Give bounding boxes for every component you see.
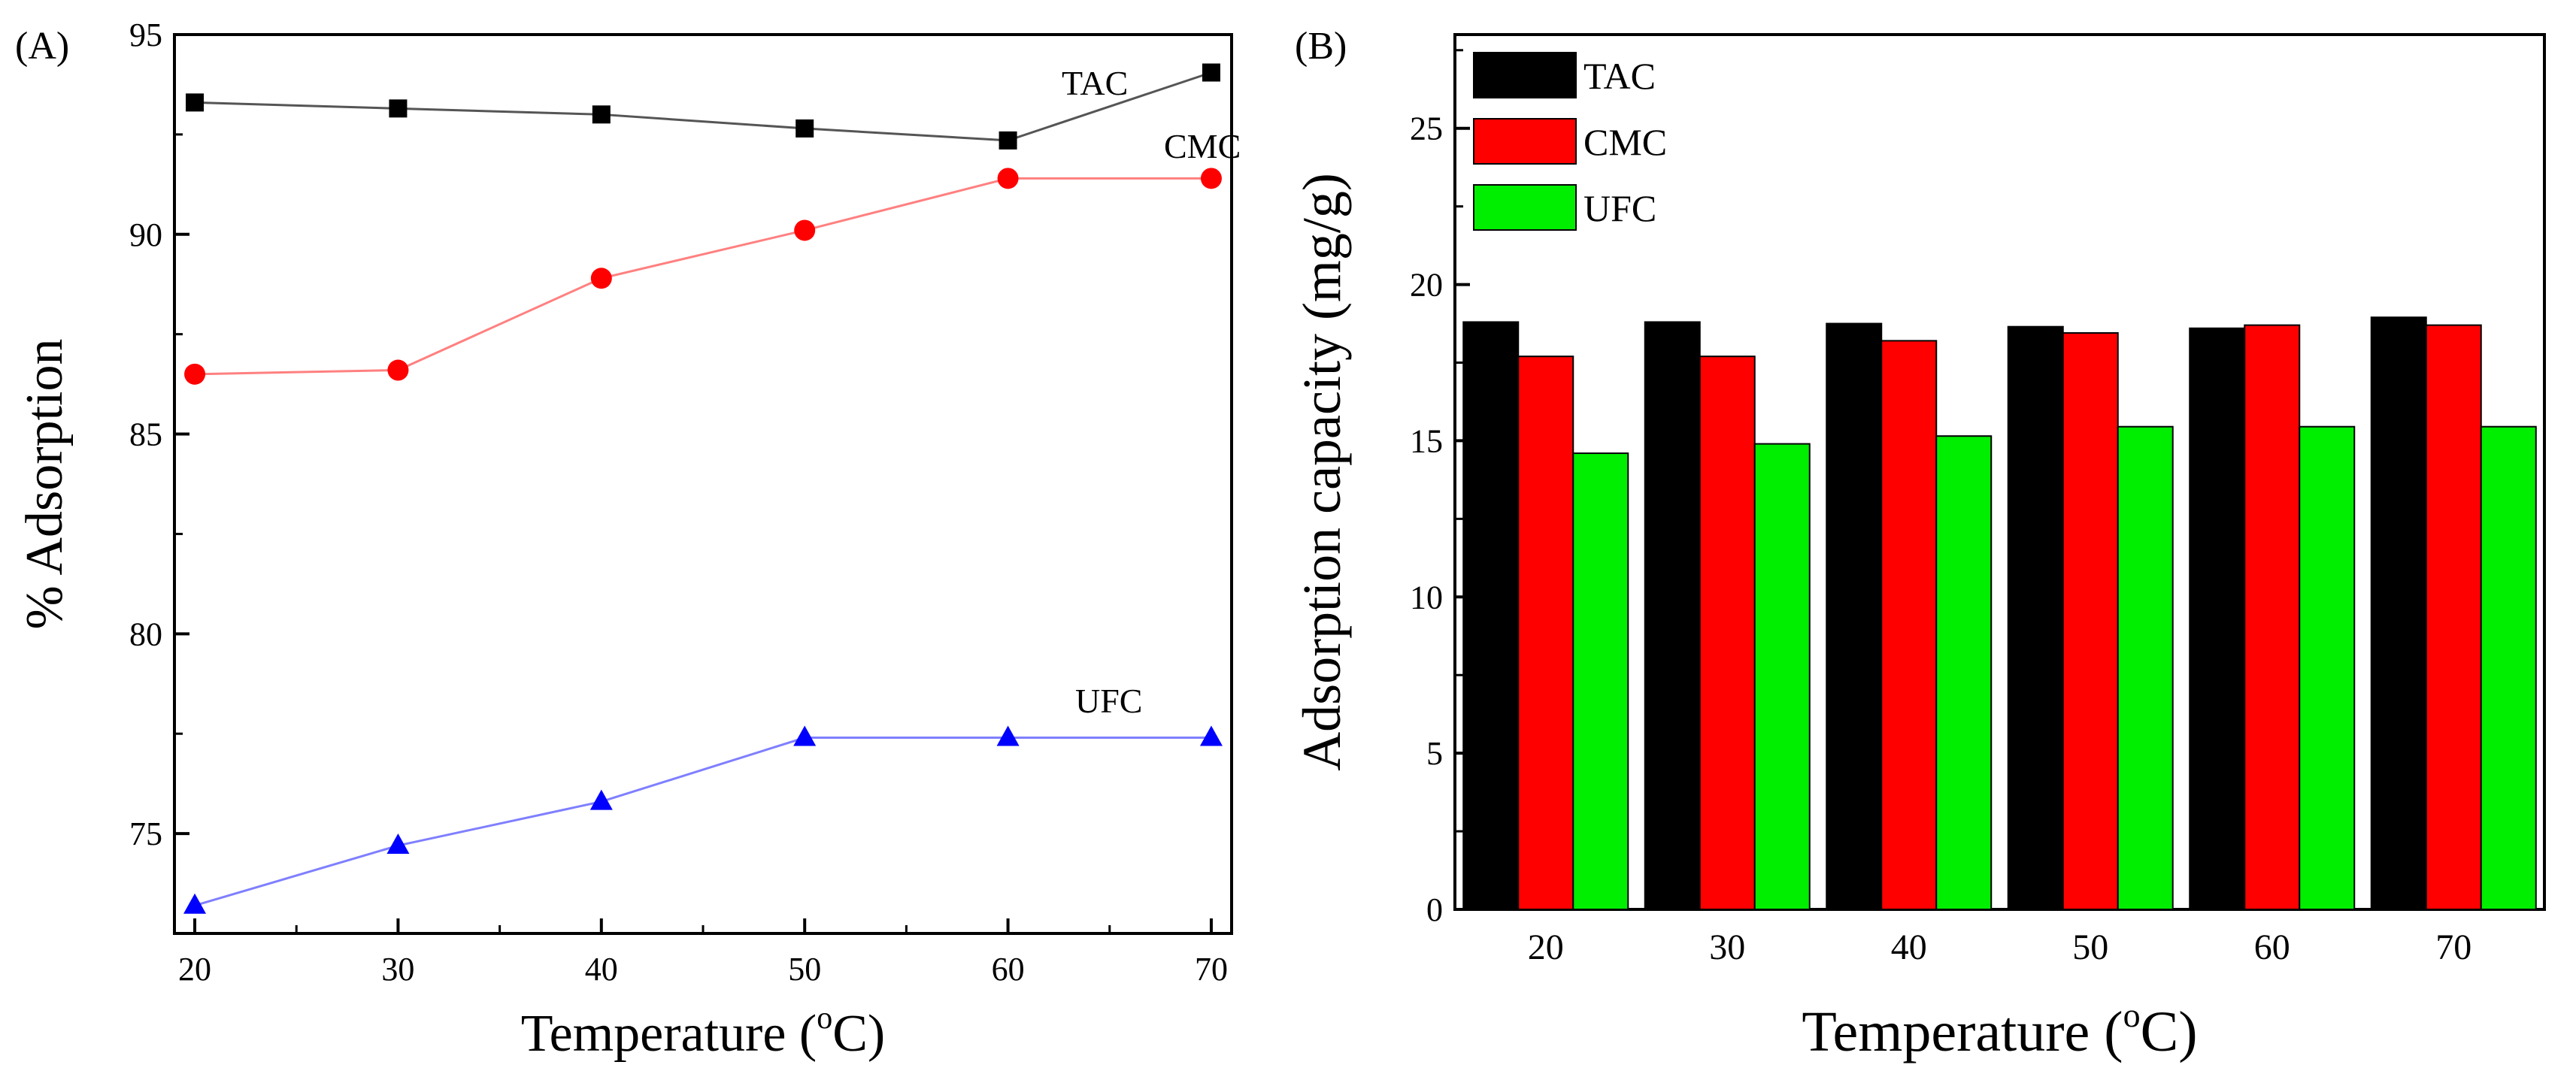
panel-b-bar-tac	[1644, 321, 1701, 910]
panel-a-point-ufc	[386, 833, 410, 855]
panel-b-x-tick-label: 60	[2254, 927, 2290, 967]
panel-a-series-label-tac: TAC	[1062, 64, 1128, 102]
panel-a-point-ufc	[996, 725, 1020, 746]
panel-b-bar-cmc	[1699, 355, 1756, 910]
panel-a-series-line-cmc	[195, 177, 1211, 376]
panel-a-point-tac	[186, 93, 205, 112]
panel-b-y-tick-label: 5	[1426, 735, 1443, 772]
panel-a-point-cmc	[184, 363, 206, 385]
panel-a-point-cmc	[997, 168, 1019, 189]
panel-a-point-tac	[592, 105, 611, 124]
panel-a-point-ufc	[1199, 725, 1223, 746]
panel-b-y-tick-label: 20	[1410, 267, 1443, 304]
panel-b-bar-cmc	[2062, 332, 2119, 910]
panel-a-y-axis-label: % Adsorption	[16, 339, 74, 630]
panel-a-line-chart: (A) 20 30 40 50 60 70 75 80 85 90 95 TAC CMC UFC Tem…	[15, 17, 1241, 1063]
panel-b-bars	[1462, 316, 2537, 911]
panel-b-x-tick-label: 30	[1709, 927, 1745, 967]
panel-a-point-ufc	[183, 893, 207, 914]
panel-b-bar-tac	[2370, 316, 2427, 910]
panel-a-point-cmc	[590, 268, 612, 289]
panel-a-series-line-tac	[194, 71, 1212, 142]
panel-b-legend: TAC CMC UFC	[1473, 52, 1667, 231]
panel-b-x-tick-label: 50	[2072, 927, 2108, 967]
panel-a-y-tick-label: 85	[129, 416, 162, 453]
panel-b-axes: 0 5 10 15 20 25 20 30 40 50 60 70	[1410, 49, 2471, 967]
panel-b-bar-chart: (B) 0 5 10 15 20 25 20 30 40 50 60 70 TAC CMC UFC Tem…	[1292, 25, 2546, 1063]
panel-a-point-tac	[1202, 63, 1220, 82]
panel-a-series-labels: TAC CMC UFC	[1062, 64, 1241, 720]
panel-a-label: (A)	[15, 25, 69, 68]
panel-b-y-tick-label: 15	[1410, 422, 1443, 459]
panel-b-y-tick-label: 25	[1410, 110, 1443, 147]
panel-a-point-tac	[796, 119, 814, 138]
panel-b-y-tick-label: 10	[1410, 579, 1443, 616]
panel-b-bar-cmc	[1880, 340, 1938, 910]
panel-a-series	[183, 63, 1223, 914]
panel-a-y-tick-label: 95	[129, 17, 162, 53]
panel-b-bar-ufc	[2299, 425, 2356, 910]
panel-b-legend-label-cmc: CMC	[1583, 121, 1667, 163]
panel-a-point-tac	[389, 99, 408, 118]
panel-b-legend-swatch-tac	[1473, 52, 1577, 98]
panel-b-bar-ufc	[1572, 452, 1629, 910]
panel-a-plot-frame	[173, 33, 1233, 935]
panel-b-legend-label-tac: TAC	[1583, 55, 1656, 97]
panel-b-legend-swatch-ufc	[1473, 184, 1577, 231]
panel-b-bar-ufc	[1753, 443, 1811, 910]
panel-a-point-cmc	[1200, 168, 1222, 189]
panel-b-y-axis-label: Adsorption capacity (mg/g)	[1292, 173, 1352, 771]
panel-a-y-tick-label: 80	[129, 616, 162, 652]
panel-b-legend-label-ufc: UFC	[1583, 187, 1656, 229]
panel-a-x-tick-label: 50	[788, 951, 821, 988]
panel-a-x-axis-label: Temperature (oC)	[521, 1001, 885, 1063]
panel-a-point-ufc	[589, 789, 613, 810]
panel-b-bar-tac	[2007, 325, 2064, 910]
panel-b-bar-ufc	[2117, 425, 2174, 910]
panel-b-bar-tac	[1462, 321, 1520, 910]
panel-b-bar-cmc	[2425, 324, 2482, 911]
panel-b-plot-frame	[1453, 33, 2546, 911]
panel-b-bar-cmc	[1517, 355, 1574, 910]
panel-b-bar-cmc	[2244, 324, 2301, 911]
panel-a-x-tick-label: 60	[992, 951, 1025, 988]
panel-b-legend-swatch-cmc	[1473, 118, 1577, 165]
panel-b-bar-ufc	[1935, 435, 1993, 910]
panel-a-point-cmc	[794, 219, 816, 241]
panel-b-label: (B)	[1295, 25, 1347, 68]
panel-b-bar-ufc	[2480, 425, 2537, 910]
panel-b-y-tick-label: 0	[1426, 891, 1443, 928]
panel-a-series-line-ufc	[194, 737, 1211, 907]
panel-a-point-cmc	[387, 359, 409, 381]
panel-a-x-tick-label: 70	[1195, 951, 1228, 988]
panel-b-bar-tac	[2189, 327, 2246, 910]
panel-b-bar-tac	[1826, 322, 1883, 910]
panel-b-x-tick-label: 20	[1528, 927, 1564, 967]
panel-a-point-ufc	[793, 725, 817, 746]
panel-a-y-tick-label: 90	[129, 216, 162, 253]
panel-a-x-tick-label: 30	[381, 951, 414, 988]
panel-a-point-tac	[999, 131, 1017, 150]
panel-b-x-axis-label: Temperature (oC)	[1802, 996, 2197, 1063]
panel-b-x-tick-label: 70	[2435, 927, 2471, 967]
panel-b-x-tick-label: 40	[1891, 927, 1927, 967]
panel-a-x-tick-label: 40	[585, 951, 618, 988]
panel-a-axes: 20 30 40 50 60 70 75 80 85 90 95	[129, 17, 1228, 988]
panel-a-x-tick-label: 20	[178, 951, 211, 988]
panel-a-y-tick-label: 75	[129, 815, 162, 852]
panel-a-series-label-cmc: CMC	[1164, 127, 1241, 165]
panel-a-series-label-ufc: UFC	[1075, 682, 1142, 720]
